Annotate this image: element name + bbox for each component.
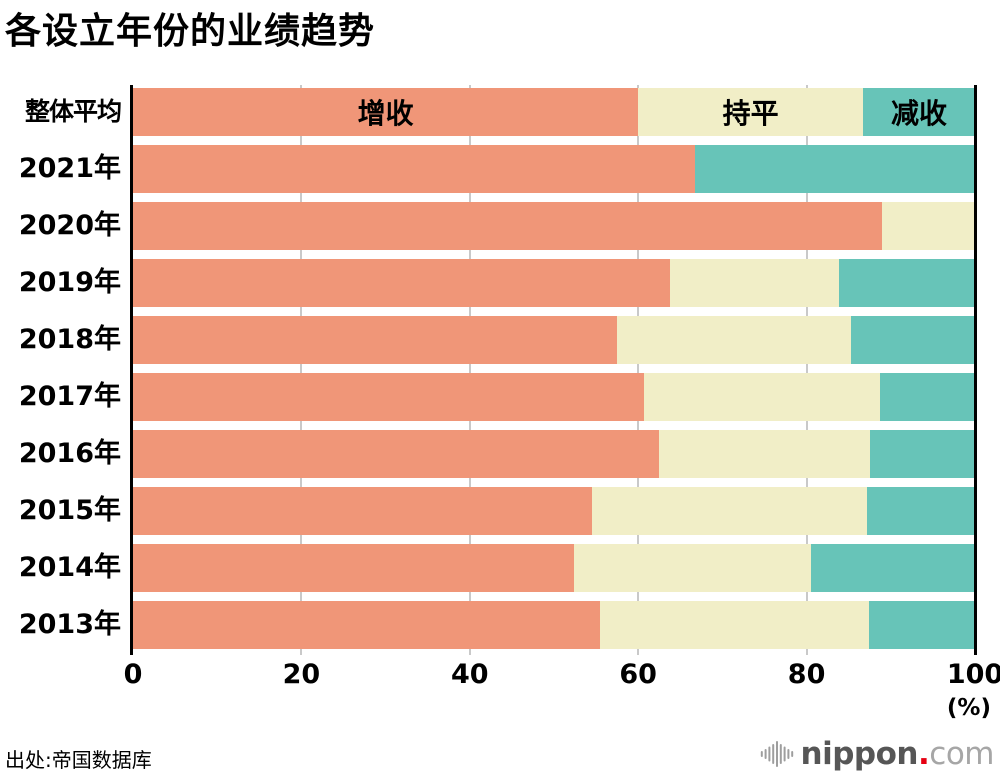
bar-segment-decrease: 减收 xyxy=(863,88,975,136)
plot-area: 增收 持平 减收 xyxy=(130,85,977,655)
bar-segment-flat xyxy=(644,373,880,421)
gridline-80 xyxy=(805,85,808,655)
bar-segment-flat xyxy=(574,544,811,592)
y-label-2016: 2016年 xyxy=(18,438,121,469)
x-tick-label-40: 40 xyxy=(451,659,489,690)
legend-label-increase: 增收 xyxy=(357,97,414,130)
bar-segment-increase xyxy=(133,145,695,193)
x-tick-label-60: 60 xyxy=(619,659,657,690)
bar-row-2018 xyxy=(133,316,975,364)
y-label-average: 整体平均 xyxy=(24,97,122,126)
bar-segment-decrease xyxy=(868,601,975,649)
bar-segment-flat xyxy=(670,259,839,307)
x-tick-label-0: 0 xyxy=(123,659,143,690)
bar-segment-decrease xyxy=(810,544,975,592)
bar-row-2021 xyxy=(133,145,975,193)
bar-segment-increase xyxy=(133,601,601,649)
gridline-40 xyxy=(468,85,471,655)
bar-row-2014 xyxy=(133,544,975,592)
gridline-20 xyxy=(300,85,303,655)
waveform-icon xyxy=(760,741,793,767)
bar-segment-increase xyxy=(133,430,660,478)
gridline-60 xyxy=(637,85,640,655)
bar-segment-flat: 持平 xyxy=(638,88,863,136)
bar-row-average: 增收 持平 减收 xyxy=(133,88,975,136)
legend-label-flat: 持平 xyxy=(722,97,779,130)
bar-row-2020 xyxy=(133,202,975,250)
bar-segment-increase xyxy=(133,373,645,421)
axis-unit-label: (%) xyxy=(946,695,991,721)
bar-segment-increase xyxy=(133,487,592,535)
bar-segment-flat xyxy=(600,601,869,649)
bar-row-2019 xyxy=(133,259,975,307)
y-label-2014: 2014年 xyxy=(18,552,121,583)
x-tick-label-20: 20 xyxy=(282,659,321,690)
bar-segment-flat xyxy=(881,202,975,250)
bar-row-2015 xyxy=(133,487,975,535)
bar-segment-increase xyxy=(133,316,618,364)
bar-segment-decrease xyxy=(851,316,975,364)
bar-segment-flat xyxy=(591,487,868,535)
y-label-2015: 2015年 xyxy=(18,495,121,526)
bar-segment-increase xyxy=(133,202,882,250)
nippon-logo: nippon.com xyxy=(760,735,994,773)
y-label-2013: 2013年 xyxy=(18,609,121,640)
bar-segment-increase: 增收 xyxy=(133,88,639,136)
logo-dot: . xyxy=(918,736,930,772)
bar-row-2017 xyxy=(133,373,975,421)
source-note: 出处:帝国数据库 xyxy=(5,748,152,772)
bar-segment-decrease xyxy=(867,487,975,535)
y-label-2019: 2019年 xyxy=(18,267,121,298)
y-label-2018: 2018年 xyxy=(18,324,121,355)
y-label-2020: 2020年 xyxy=(18,210,121,241)
bar-segment-increase xyxy=(133,259,671,307)
bar-rows: 增收 持平 减收 xyxy=(133,85,975,649)
x-tick-label-100: 100 xyxy=(946,659,1000,690)
logo-tld: com xyxy=(929,736,994,772)
axis-spine-left xyxy=(130,85,133,655)
y-label-2021: 2021年 xyxy=(18,153,121,184)
bar-segment-flat xyxy=(617,316,852,364)
bar-segment-increase xyxy=(133,544,575,592)
x-axis: (%) 0 20 40 60 80 100 xyxy=(124,659,1000,721)
bar-segment-decrease xyxy=(694,145,975,193)
bar-row-2016 xyxy=(133,430,975,478)
bar-segment-decrease xyxy=(869,430,975,478)
bar-segment-flat xyxy=(659,430,870,478)
logo-name: nippon xyxy=(800,736,919,772)
axis-spine-right xyxy=(974,85,977,655)
bar-segment-decrease xyxy=(838,259,975,307)
x-tick-label-80: 80 xyxy=(787,659,826,690)
chart-title: 各设立年份的业绩趋势 xyxy=(5,11,376,52)
y-axis-labels: 整体平均 2021年 2020年 2019年 2018年 2017年 2016年 2015年 2… xyxy=(0,85,122,649)
y-label-2017: 2017年 xyxy=(18,381,121,412)
bar-segment-decrease xyxy=(879,373,975,421)
bar-row-2013 xyxy=(133,601,975,649)
legend-label-decrease: 减收 xyxy=(890,97,947,130)
